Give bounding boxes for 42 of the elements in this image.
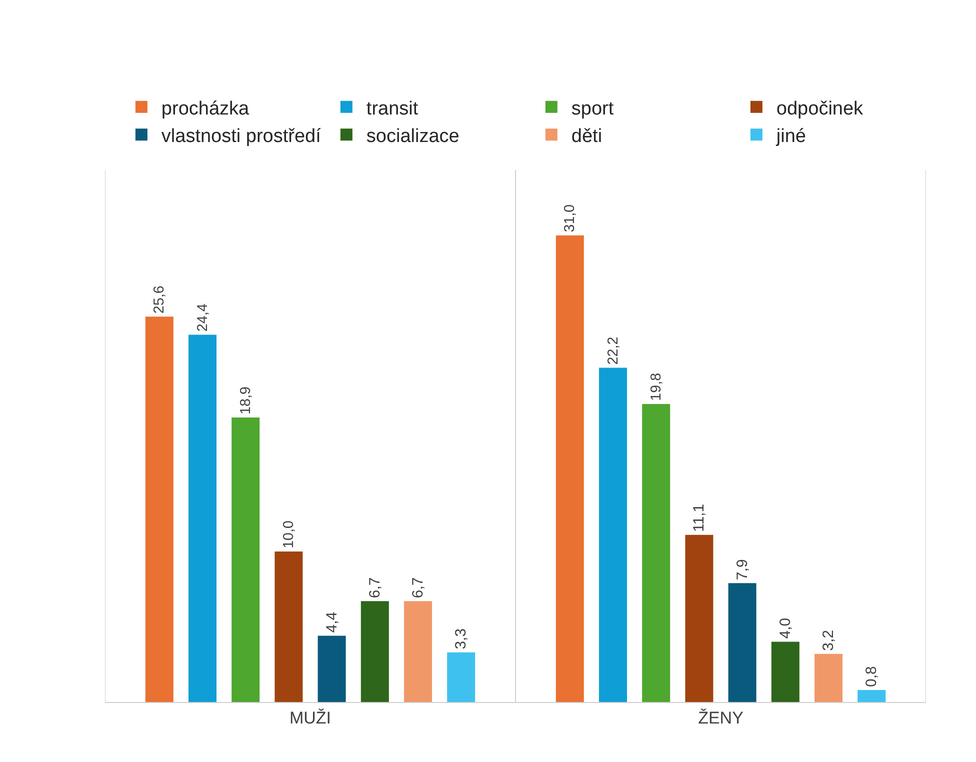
data-label: 19,8 [648,372,664,401]
legend-label: odpočinek [776,98,864,120]
legend-label: děti [571,126,602,147]
bar [274,551,303,702]
bar [728,583,756,702]
data-label: 4,0 [776,618,794,639]
data-label: 10,0 [281,520,298,548]
x-tick-label: MUŽI [289,708,332,728]
data-label: 11,1 [690,504,708,532]
bar [858,690,886,702]
data-label: 7,9 [734,559,751,580]
data-label: 3,3 [452,628,470,650]
bar [685,534,714,702]
bar [360,601,389,702]
legend-label: vlastnosti prostředí [161,126,322,147]
data-label: 25,6 [152,286,168,314]
data-label: 4,4 [323,612,340,633]
bar [556,235,584,702]
bar [318,636,346,702]
legend-label: jiné [775,126,806,147]
data-label: 6,7 [366,577,384,598]
data-label: 3,2 [820,630,838,651]
legend-label: transit [366,98,419,120]
legend-label: socializace [366,126,460,147]
x-tick-label: ŽENY [698,708,744,728]
bar [447,652,476,702]
data-label: 18,9 [238,386,254,414]
data-label: 6,7 [410,577,427,598]
data-label: 0,8 [863,666,880,687]
bar [404,601,432,702]
bar [232,417,260,702]
bar [188,334,216,702]
data-label: 31,0 [562,204,578,232]
bar [642,404,670,702]
bar [145,316,174,702]
data-label: 24,4 [194,304,211,332]
legend-label: procházka [161,98,250,120]
bar [814,654,843,702]
legend-label: sport [571,98,614,120]
bar [771,642,800,702]
bar [598,368,627,702]
data-label: 22,2 [605,336,622,365]
